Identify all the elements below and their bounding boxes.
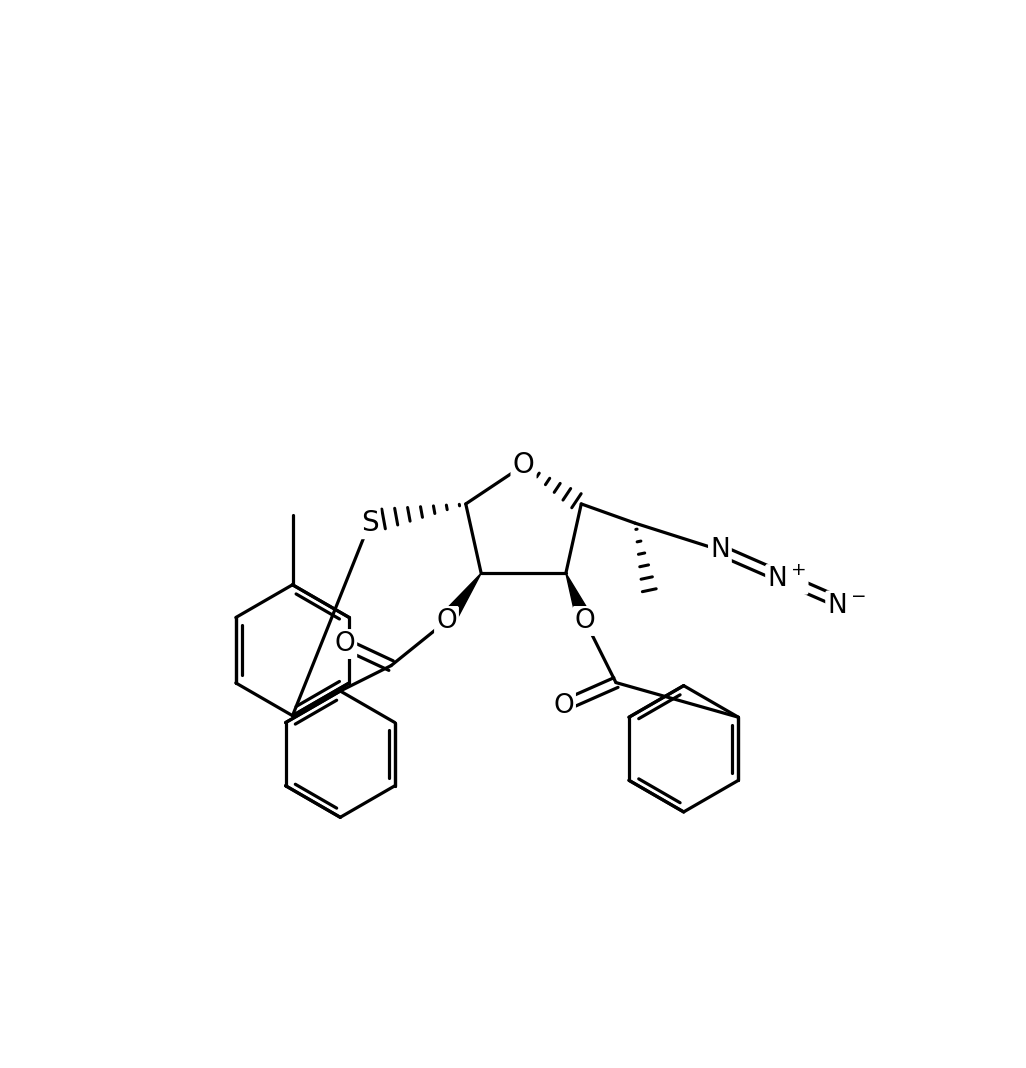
Polygon shape (566, 574, 593, 624)
Text: O: O (553, 693, 574, 719)
Text: N$^-$: N$^-$ (827, 593, 867, 618)
Text: O: O (553, 693, 574, 719)
Text: O: O (334, 631, 355, 657)
Text: N: N (710, 537, 729, 563)
Text: O: O (436, 608, 457, 634)
Polygon shape (440, 574, 481, 626)
Text: N$^+$: N$^+$ (767, 566, 806, 593)
Text: N$^+$: N$^+$ (767, 566, 806, 593)
Text: N: N (710, 537, 729, 563)
Text: S: S (361, 509, 379, 537)
Text: N$^-$: N$^-$ (827, 593, 867, 618)
Text: O: O (334, 631, 355, 657)
Text: O: O (575, 608, 595, 634)
Text: O: O (575, 608, 595, 634)
Text: O: O (513, 452, 535, 480)
Text: O: O (436, 608, 457, 634)
Text: S: S (361, 509, 379, 537)
Text: O: O (513, 452, 535, 480)
